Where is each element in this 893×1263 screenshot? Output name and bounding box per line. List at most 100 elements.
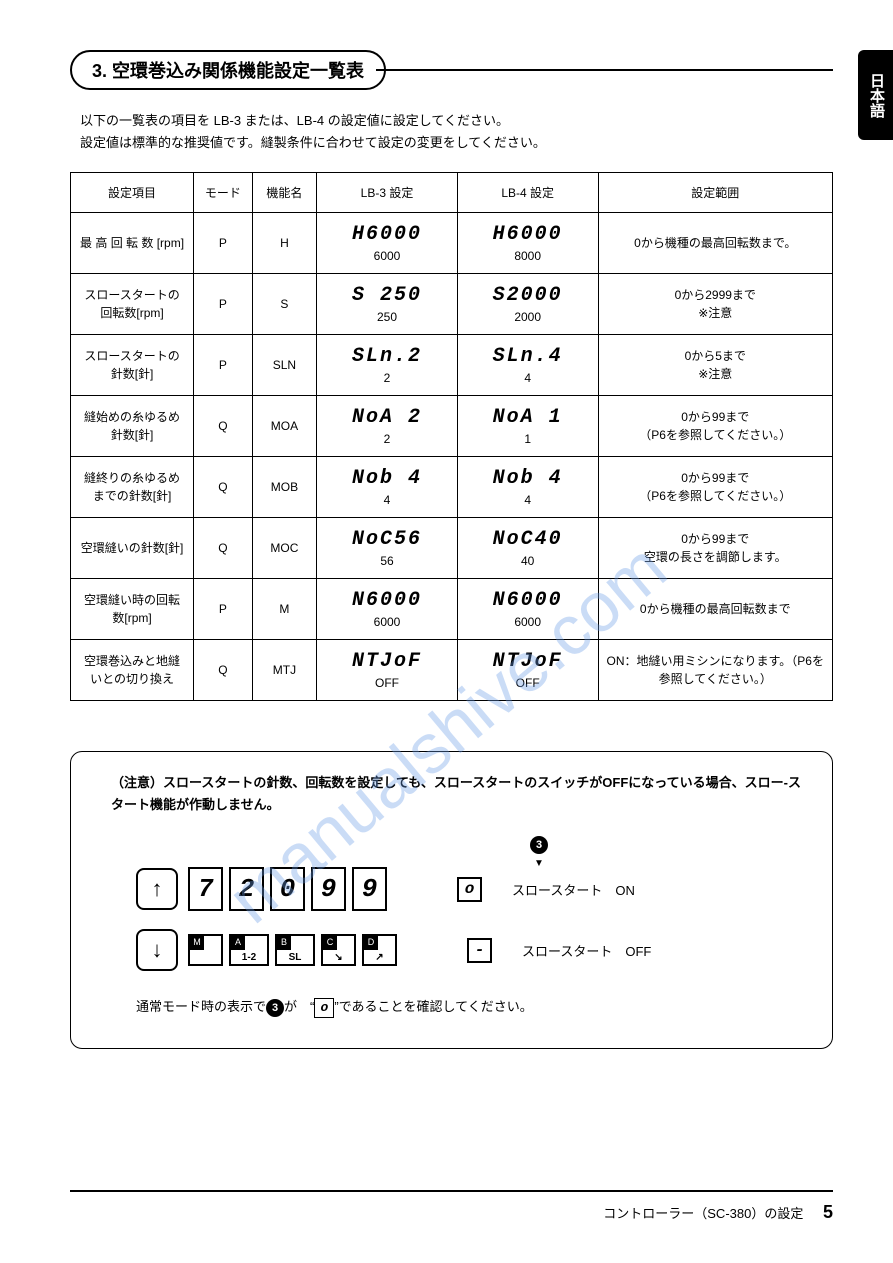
key-corner-label: B bbox=[277, 936, 291, 950]
note-box: （注意）スロースタートの針数、回転数を設定しても、スロースタートのスイッチがOF… bbox=[70, 751, 833, 1049]
lb3-display: NoA 2 bbox=[325, 406, 449, 429]
digit-display: 7 2 0 9 9 bbox=[188, 867, 387, 911]
controller-graphic: 3 ▼ ↑ 7 2 0 9 9 o スロースタート ON ↓ MA1-2BSLC… bbox=[96, 836, 807, 971]
indicator-on-label: スロースタート ON bbox=[512, 880, 635, 899]
lb4-value: OFF bbox=[466, 676, 590, 690]
caution-text: （注意）スロースタートの針数、回転数を設定しても、スロースタートのスイッチがOF… bbox=[96, 772, 807, 816]
cell-lb3: NTJoF OFF bbox=[317, 640, 458, 701]
lb4-display: NTJoF bbox=[466, 650, 590, 673]
cell-mode: P bbox=[194, 335, 253, 396]
function-key: M bbox=[188, 934, 223, 966]
cell-mode: P bbox=[194, 213, 253, 274]
footer: コントローラー（SC-380）の設定 5 bbox=[70, 1190, 833, 1223]
footer-text: コントローラー（SC-380）の設定 bbox=[603, 1206, 803, 1221]
cell-lb4: H6000 8000 bbox=[457, 213, 598, 274]
cell-lb4: NTJoF OFF bbox=[457, 640, 598, 701]
cell-lb4: S2000 2000 bbox=[457, 274, 598, 335]
intro-line-1: 以下の一覧表の項目を LB-3 または、LB-4 の設定値に設定してください。 bbox=[80, 110, 833, 132]
lb3-value: 56 bbox=[325, 554, 449, 568]
th-range: 設定範囲 bbox=[598, 173, 833, 213]
table-row: 縫終りの糸ゆるめまでの針数[針] Q MOB Nob 4 4 Nob 4 4 0… bbox=[71, 457, 833, 518]
lb3-display: SLn.2 bbox=[325, 345, 449, 368]
intro-line-2: 設定値は標準的な推奨値です。縫製条件に合わせて設定の変更をしてください。 bbox=[80, 132, 833, 154]
cell-func: H bbox=[252, 213, 316, 274]
cell-func: SLN bbox=[252, 335, 316, 396]
key-corner-label: M bbox=[190, 936, 204, 950]
confirm-symbol-box: o bbox=[314, 998, 334, 1018]
indicator-on-symbol: o bbox=[457, 877, 482, 902]
lb3-display: NoC56 bbox=[325, 528, 449, 551]
table-header-row: 設定項目 モード 機能名 LB-3 設定 LB-4 設定 設定範囲 bbox=[71, 173, 833, 213]
lb4-display: NoA 1 bbox=[466, 406, 590, 429]
cell-func: MOA bbox=[252, 396, 316, 457]
cell-func: MOC bbox=[252, 518, 316, 579]
cell-item: スロースタートの回転数[rpm] bbox=[71, 274, 194, 335]
function-key: D↗ bbox=[362, 934, 397, 966]
lb3-value: 250 bbox=[325, 310, 449, 324]
digit-3: 0 bbox=[270, 867, 305, 911]
cell-func: MOB bbox=[252, 457, 316, 518]
table-row: 縫始めの糸ゆるめ針数[針] Q MOA NoA 2 2 NoA 1 1 0から9… bbox=[71, 396, 833, 457]
th-lb3: LB-3 設定 bbox=[317, 173, 458, 213]
cell-lb3: Nob 4 4 bbox=[317, 457, 458, 518]
section-title: 3. 空環巻込み関係機能設定一覧表 bbox=[70, 50, 386, 90]
cell-func: MTJ bbox=[252, 640, 316, 701]
lb4-value: 1 bbox=[466, 432, 590, 446]
table-row: スロースタートの針数[針] P SLN SLn.2 2 SLn.4 4 0から5… bbox=[71, 335, 833, 396]
confirm-badge-icon: 3 bbox=[266, 999, 284, 1017]
cell-range: 0から機種の最高回転数まで bbox=[598, 579, 833, 640]
lb3-value: 2 bbox=[325, 432, 449, 446]
cell-func: S bbox=[252, 274, 316, 335]
lb4-display: SLn.4 bbox=[466, 345, 590, 368]
th-mode: モード bbox=[194, 173, 253, 213]
lb4-value: 4 bbox=[466, 493, 590, 507]
cell-lb3: S 250 250 bbox=[317, 274, 458, 335]
table-row: スロースタートの回転数[rpm] P S S 250 250 S2000 200… bbox=[71, 274, 833, 335]
lb3-value: 4 bbox=[325, 493, 449, 507]
lb3-value: 2 bbox=[325, 371, 449, 385]
th-lb4: LB-4 設定 bbox=[457, 173, 598, 213]
cell-range: 0から99まで（P6を参照してください。） bbox=[598, 396, 833, 457]
cell-func: M bbox=[252, 579, 316, 640]
lb4-value: 4 bbox=[466, 371, 590, 385]
cell-lb3: NoA 2 2 bbox=[317, 396, 458, 457]
cell-item: 空環縫いの針数[針] bbox=[71, 518, 194, 579]
digit-4: 9 bbox=[311, 867, 346, 911]
lb3-display: NTJoF bbox=[325, 650, 449, 673]
cell-item: 最 高 回 転 数 [rpm] bbox=[71, 213, 194, 274]
up-arrow-button: ↑ bbox=[136, 868, 178, 910]
function-keys: MA1-2BSLC↘D↗ bbox=[188, 934, 397, 966]
display-row-bottom: ↓ MA1-2BSLC↘D↗ - スロースタート OFF bbox=[136, 929, 807, 971]
lb4-display: NoC40 bbox=[466, 528, 590, 551]
table-row: 空環縫いの針数[針] Q MOC NoC56 56 NoC40 40 0から99… bbox=[71, 518, 833, 579]
cell-lb4: NoA 1 1 bbox=[457, 396, 598, 457]
cell-range: 0から機種の最高回転数まで。 bbox=[598, 213, 833, 274]
function-key: C↘ bbox=[321, 934, 356, 966]
indicator-off-symbol: - bbox=[467, 938, 492, 963]
language-tab: 日本語 bbox=[858, 50, 893, 140]
cell-range: ON：地縫い用ミシンになります。（P6を参照してください。） bbox=[598, 640, 833, 701]
cell-mode: Q bbox=[194, 518, 253, 579]
function-key: BSL bbox=[275, 934, 315, 966]
cell-range: 0から2999まで※注意 bbox=[598, 274, 833, 335]
cell-item: 空環縫い時の回転数[rpm] bbox=[71, 579, 194, 640]
cell-lb3: H6000 6000 bbox=[317, 213, 458, 274]
lb3-value: 6000 bbox=[325, 249, 449, 263]
lb3-display: S 250 bbox=[325, 284, 449, 307]
cell-mode: Q bbox=[194, 640, 253, 701]
key-corner-label: A bbox=[231, 936, 245, 950]
down-arrow-button: ↓ bbox=[136, 929, 178, 971]
badge-3-icon: 3 bbox=[530, 836, 548, 854]
display-row-top: ↑ 7 2 0 9 9 o スロースタート ON bbox=[136, 867, 807, 911]
cell-item: 空環巻込みと地縫いとの切り換え bbox=[71, 640, 194, 701]
th-item: 設定項目 bbox=[71, 173, 194, 213]
lb3-display: N6000 bbox=[325, 589, 449, 612]
lb4-value: 40 bbox=[466, 554, 590, 568]
digit-1: 7 bbox=[188, 867, 223, 911]
cell-lb4: N6000 6000 bbox=[457, 579, 598, 640]
cell-mode: P bbox=[194, 579, 253, 640]
key-corner-label: C bbox=[323, 936, 337, 950]
page-number: 5 bbox=[823, 1202, 833, 1222]
cell-range: 0から99まで空環の長さを調節します。 bbox=[598, 518, 833, 579]
lb4-display: N6000 bbox=[466, 589, 590, 612]
